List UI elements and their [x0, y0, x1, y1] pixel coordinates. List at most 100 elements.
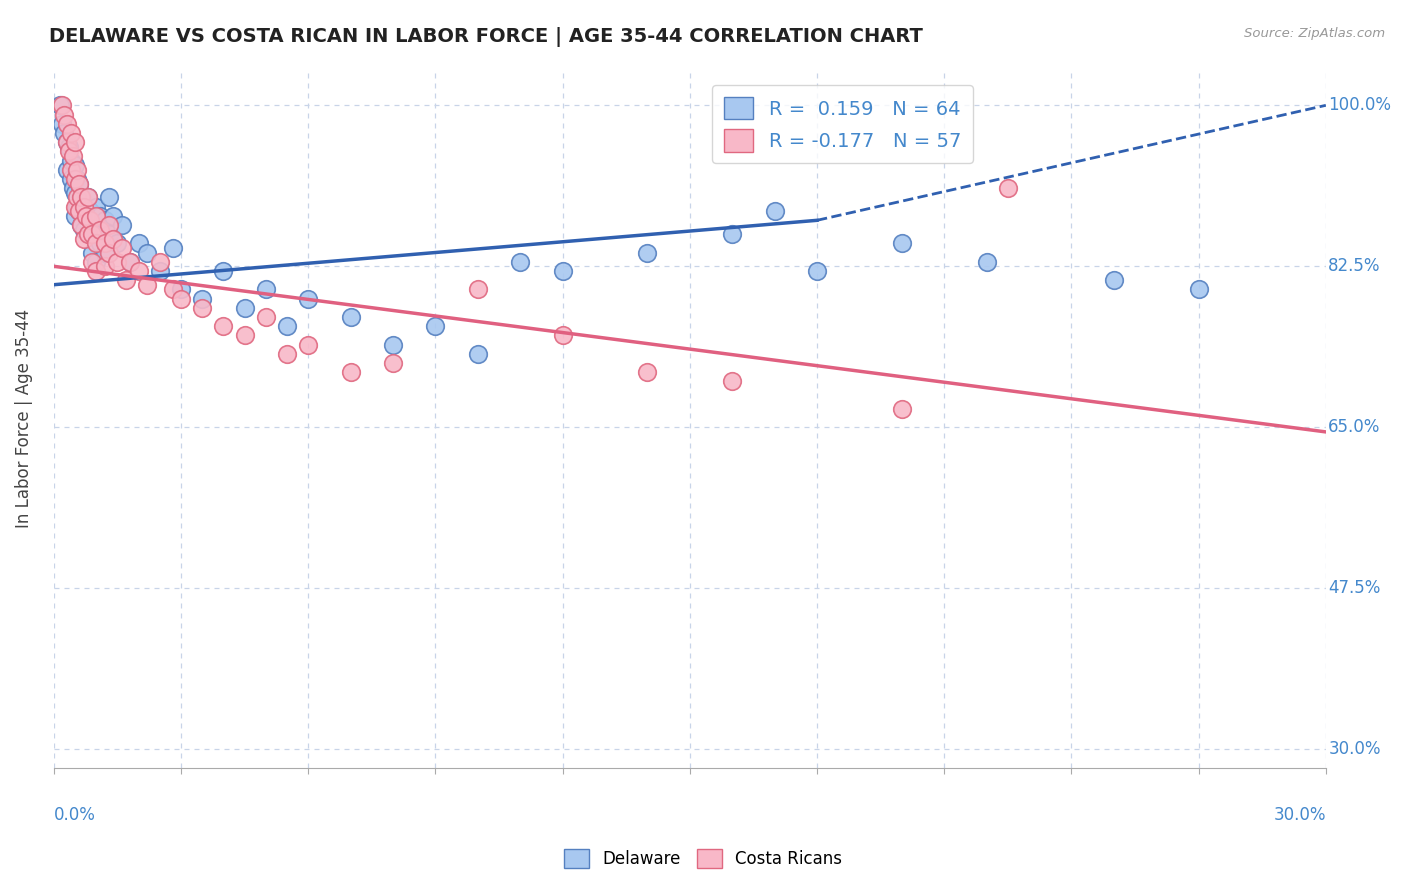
Point: [76, 190, 98, 204]
Point: [191, 301, 214, 315]
Point: [254, 282, 277, 296]
Point: [721, 227, 744, 241]
Point: [67, 204, 90, 219]
Point: [79, 213, 101, 227]
Text: 30.0%: 30.0%: [1329, 740, 1381, 758]
Point: [59, 172, 82, 186]
Point: [107, 254, 129, 268]
Point: [63, 209, 86, 223]
Point: [66, 190, 89, 204]
Point: [76, 227, 98, 241]
Point: [70, 190, 93, 204]
Point: [58, 145, 80, 159]
Point: [276, 347, 298, 361]
Point: [93, 213, 115, 227]
Point: [382, 356, 405, 370]
Point: [636, 365, 658, 379]
Point: [997, 181, 1019, 195]
Point: [93, 260, 115, 274]
Point: [80, 218, 103, 232]
Point: [84, 236, 107, 251]
Text: 82.5%: 82.5%: [1329, 257, 1381, 276]
Point: [120, 254, 142, 268]
Point: [70, 218, 93, 232]
Point: [62, 149, 84, 163]
Point: [162, 241, 184, 255]
Point: [212, 319, 235, 334]
Point: [128, 264, 150, 278]
Point: [75, 209, 97, 223]
Point: [191, 292, 214, 306]
Point: [89, 209, 111, 223]
Text: DELAWARE VS COSTA RICAN IN LABOR FORCE | AGE 35-44 CORRELATION CHART: DELAWARE VS COSTA RICAN IN LABOR FORCE |…: [49, 27, 924, 46]
Point: [63, 135, 86, 149]
Point: [93, 236, 115, 251]
Point: [93, 245, 115, 260]
Point: [84, 209, 107, 223]
Point: [49, 98, 72, 112]
Point: [149, 254, 172, 268]
Legend: R =  0.159   N = 64, R = -0.177   N = 57: R = 0.159 N = 64, R = -0.177 N = 57: [713, 86, 973, 163]
Point: [53, 107, 76, 121]
Point: [425, 319, 447, 334]
Point: [297, 337, 319, 351]
Point: [339, 365, 361, 379]
Point: [120, 254, 142, 268]
Text: Source: ZipAtlas.com: Source: ZipAtlas.com: [1244, 27, 1385, 40]
Point: [53, 126, 76, 140]
Point: [170, 292, 193, 306]
Point: [59, 153, 82, 168]
Point: [72, 200, 94, 214]
Point: [63, 158, 86, 172]
Point: [1102, 273, 1125, 287]
Text: 47.5%: 47.5%: [1329, 579, 1381, 598]
Point: [67, 177, 90, 191]
Point: [59, 126, 82, 140]
Point: [80, 254, 103, 268]
Point: [84, 254, 107, 268]
Point: [72, 194, 94, 209]
Point: [97, 218, 120, 232]
Point: [233, 328, 256, 343]
Point: [67, 204, 90, 219]
Point: [84, 200, 107, 214]
Point: [97, 227, 120, 241]
Point: [79, 204, 101, 219]
Text: 100.0%: 100.0%: [1329, 96, 1392, 114]
Point: [75, 209, 97, 223]
Point: [63, 172, 86, 186]
Point: [66, 172, 89, 186]
Point: [170, 282, 193, 296]
Point: [66, 200, 89, 214]
Point: [551, 328, 574, 343]
Point: [84, 227, 107, 241]
Point: [103, 209, 125, 223]
Point: [636, 245, 658, 260]
Point: [162, 282, 184, 296]
Point: [59, 162, 82, 177]
Point: [136, 277, 159, 292]
Point: [551, 264, 574, 278]
Point: [89, 222, 111, 236]
Point: [721, 374, 744, 388]
Text: 30.0%: 30.0%: [1274, 806, 1326, 824]
Point: [89, 236, 111, 251]
Point: [276, 319, 298, 334]
Point: [382, 337, 405, 351]
Point: [107, 236, 129, 251]
Point: [55, 162, 77, 177]
Point: [233, 301, 256, 315]
Point: [70, 218, 93, 232]
Point: [72, 222, 94, 236]
Point: [339, 310, 361, 324]
Point: [103, 232, 125, 246]
Point: [111, 218, 134, 232]
Text: 65.0%: 65.0%: [1329, 418, 1381, 436]
Point: [297, 292, 319, 306]
Point: [55, 135, 77, 149]
Point: [890, 236, 912, 251]
Point: [63, 186, 86, 200]
Point: [254, 310, 277, 324]
Point: [70, 190, 93, 204]
Point: [51, 117, 73, 131]
